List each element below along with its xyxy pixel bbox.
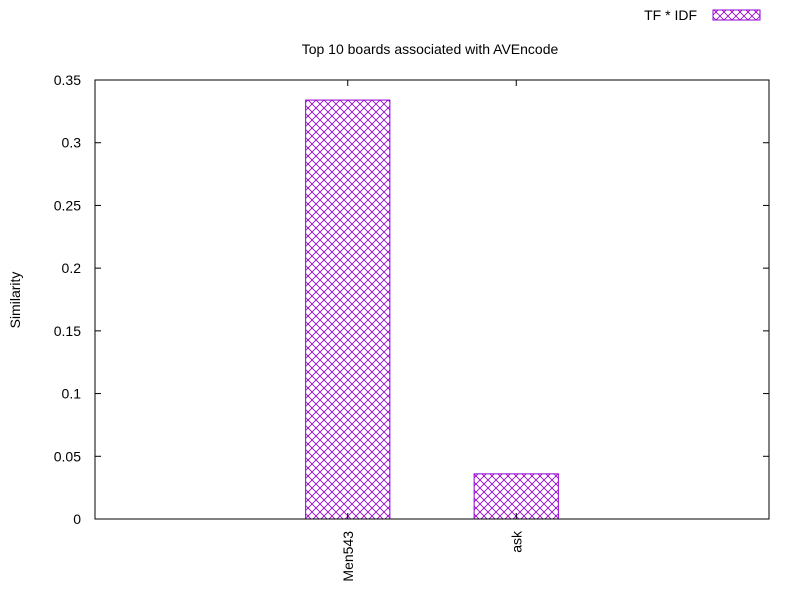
y-tick-label: 0.3 (62, 135, 82, 151)
legend-swatch (712, 9, 761, 21)
y-tick-label: 0.35 (54, 72, 81, 88)
y-tick-label: 0 (73, 511, 81, 527)
y-tick-label: 0.25 (54, 197, 81, 213)
y-tick-label: 0.1 (62, 386, 82, 402)
y-tick-label: 0.2 (62, 260, 82, 276)
x-tick-label: ask (508, 530, 524, 553)
x-tick-label: Men543 (340, 531, 356, 582)
bar (473, 473, 559, 520)
plot-frame (94, 79, 770, 520)
y-ticks: 0 0.05 0.1 0.15 0.2 0.25 0.3 0.35 (54, 72, 769, 527)
legend: TF * IDF (644, 7, 761, 23)
x-ticks: Men543 ask (340, 80, 524, 582)
bar (305, 99, 391, 520)
bars (305, 99, 559, 520)
y-tick-label: 0.05 (54, 448, 81, 464)
chart-title: Top 10 boards associated with AVEncode (302, 41, 559, 57)
y-tick-label: 0.15 (54, 323, 81, 339)
legend-label: TF * IDF (644, 7, 697, 23)
y-axis-label: Similarity (7, 272, 23, 329)
